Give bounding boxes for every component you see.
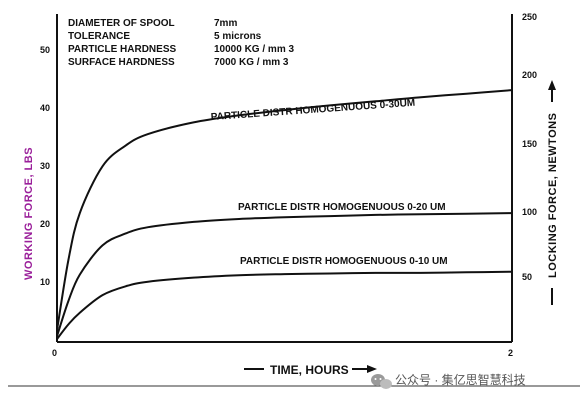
right-axis-label: LOCKING FORCE, NEWTONS (547, 113, 559, 278)
spec-value-1: 5 microns (214, 31, 262, 42)
watermark: 公众号 · 集亿思智慧科技 (371, 372, 526, 389)
x-axis-label-group: TIME, HOURS (244, 363, 377, 377)
spec-label-2: PARTICLE HARDNESS (68, 44, 176, 55)
right-ticks: 50 100 150 200 250 (522, 12, 537, 282)
series-line-0-30um (56, 89, 513, 331)
spec-value-2: 10000 KG / mm 3 (214, 44, 294, 55)
x-axis-label: TIME, HOURS (270, 363, 349, 377)
right-arrow-icon (367, 365, 377, 373)
spec-label-3: SURFACE HARDNESS (68, 57, 175, 68)
spec-label-0: DIAMETER OF SPOOL (68, 18, 175, 29)
wechat-icon (371, 374, 392, 389)
right-tick-label-100: 100 (522, 207, 537, 217)
series-label-0-20um: PARTICLE DISTR HOMOGENUOUS 0-20 UM (238, 202, 446, 213)
left-tick-label-10: 10 (40, 277, 50, 287)
left-tick-label-40: 40 (40, 103, 50, 113)
spec-value-3: 7000 KG / mm 3 (214, 57, 289, 68)
spec-block: DIAMETER OF SPOOL 7mm TOLERANCE 5 micron… (68, 18, 294, 68)
right-axis-label-group: LOCKING FORCE, NEWTONS (547, 80, 559, 305)
left-tick-label-50: 50 (40, 45, 50, 55)
x-tick-label-0: 0 (52, 348, 57, 358)
right-tick-label-250: 250 (522, 12, 537, 22)
series-line-0-20um (56, 212, 513, 337)
right-tick-label-200: 200 (522, 70, 537, 80)
up-arrow-icon (548, 80, 556, 90)
x-tick-label-2: 2 (508, 348, 513, 358)
right-tick-label-50: 50 (522, 272, 532, 282)
spec-value-0: 7mm (214, 18, 237, 29)
series-line-0-10um (56, 270, 513, 340)
left-tick-label-20: 20 (40, 219, 50, 229)
watermark-text: 公众号 · 集亿思智慧科技 (395, 372, 526, 387)
right-tick-label-150: 150 (522, 139, 537, 149)
series-label-0-30um: PARTICLE DISTR HOMOGENUOUS 0-30UM (210, 98, 415, 123)
left-ticks: 10 20 30 40 50 (40, 45, 50, 287)
series-label-0-10um: PARTICLE DISTR HOMOGENUOUS 0-10 UM (240, 256, 448, 267)
left-axis-label: WORKING FORCE, LBS (23, 147, 35, 280)
left-tick-label-30: 30 (40, 161, 50, 171)
spec-label-1: TOLERANCE (68, 31, 130, 42)
